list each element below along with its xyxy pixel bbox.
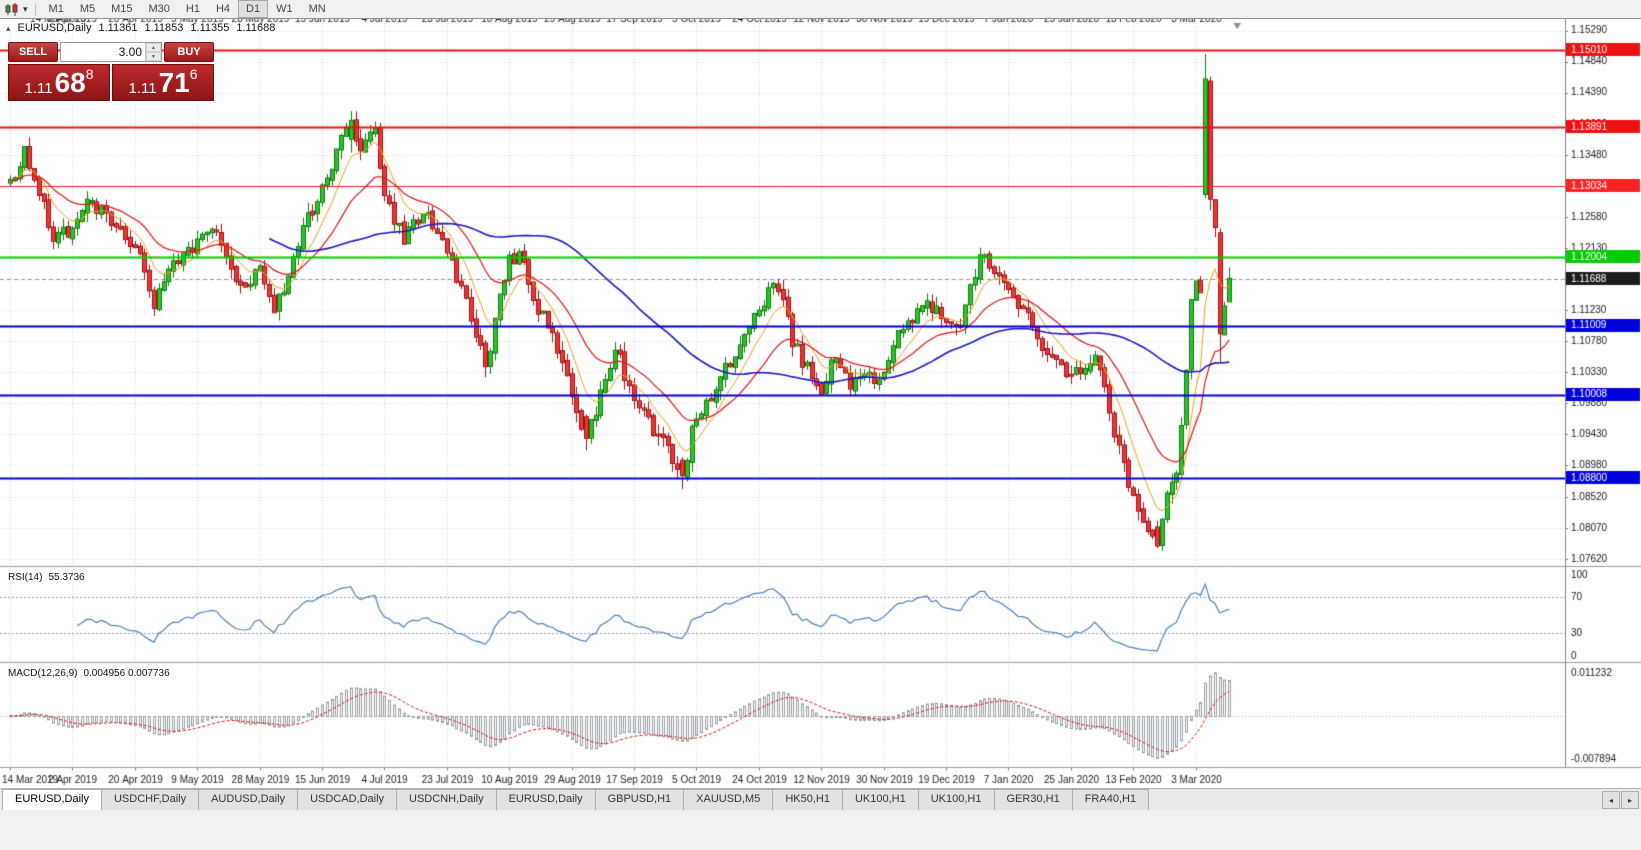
chart-window: ▴ EURUSD,Daily 1.11361 1.11853 1.11355 1… bbox=[0, 18, 1641, 789]
timeframe-button[interactable]: H1 bbox=[178, 0, 208, 18]
chart-tab[interactable]: UK100,H1 bbox=[917, 789, 995, 810]
chart-tab[interactable]: GBPUSD,H1 bbox=[594, 789, 685, 810]
volume-increase-button[interactable]: ▲ bbox=[146, 43, 161, 52]
buy-price-prefix: 1.11 bbox=[128, 80, 157, 97]
collapse-trade-panel-icon[interactable]: ▴ bbox=[6, 22, 11, 33]
tabs-scroll-controls: ◂ ▸ bbox=[1602, 791, 1639, 809]
sell-price-fraction: 8 bbox=[85, 66, 94, 82]
ohlc-low: 1.11355 bbox=[190, 22, 230, 34]
timeframe-button[interactable]: W1 bbox=[268, 0, 301, 18]
chart-tabs: EURUSD,Daily USDCHF,Daily AUDUSD,Daily USDC… bbox=[2, 789, 1150, 810]
chart-tab[interactable]: HK50,H1 bbox=[772, 789, 843, 810]
toolbar-separator bbox=[34, 2, 36, 16]
chart-tab[interactable]: UK100,H1 bbox=[841, 789, 919, 810]
status-bar-area bbox=[0, 810, 1641, 850]
chart-type-icon[interactable] bbox=[5, 2, 19, 16]
rsi-indicator-label: RSI(14) 55.3736 bbox=[8, 572, 85, 583]
macd-values: 0.004956 0.007736 bbox=[83, 668, 170, 679]
chart-tab[interactable]: EURUSD,Daily bbox=[495, 789, 596, 810]
sell-price-display[interactable]: 1.11 68 8 bbox=[8, 64, 110, 101]
buy-price-display[interactable]: 1.11 71 6 bbox=[112, 64, 214, 101]
timeframe-button[interactable]: M5 bbox=[72, 0, 103, 18]
chart-tab[interactable]: FRA40,H1 bbox=[1071, 789, 1150, 810]
ohlc-close: 1.11688 bbox=[236, 22, 276, 34]
timeframe-button[interactable]: M1 bbox=[41, 0, 72, 18]
timeframe-button[interactable]: M15 bbox=[103, 0, 140, 18]
volume-spinner: ▲ ▼ bbox=[145, 43, 161, 61]
ohlc-open: 1.11361 bbox=[98, 22, 138, 34]
timeframe-button[interactable]: H4 bbox=[208, 0, 238, 18]
chart-tab[interactable]: AUDUSD,Daily bbox=[198, 789, 299, 810]
chart-tab[interactable]: XAUUSD,M5 bbox=[683, 789, 774, 810]
rsi-value: 55.3736 bbox=[48, 572, 85, 583]
macd-name: MACD(12,26,9) bbox=[8, 668, 78, 679]
one-click-trading-panel: SELL ▲ ▼ BUY 1.11 68 8 1.11 bbox=[8, 42, 214, 101]
chart-header: ▴ EURUSD,Daily 1.11361 1.11853 1.11355 1… bbox=[6, 22, 275, 34]
chart-tab[interactable]: GER30,H1 bbox=[993, 789, 1073, 810]
top-toolbar: ▾ M1 M5 M15 M30 H1 H4 D1 W1 MN bbox=[0, 0, 1641, 18]
chart-canvas[interactable] bbox=[0, 19, 1641, 789]
timeframe-button[interactable]: M30 bbox=[141, 0, 178, 18]
buy-button[interactable]: BUY bbox=[164, 42, 214, 62]
tabs-scroll-right-button[interactable]: ▸ bbox=[1621, 791, 1639, 809]
volume-input[interactable] bbox=[61, 43, 145, 61]
chart-tab[interactable]: USDCAD,Daily bbox=[297, 789, 398, 810]
dropdown-caret-icon[interactable]: ▾ bbox=[23, 3, 28, 14]
sell-price-prefix: 1.11 bbox=[24, 80, 53, 97]
buy-price-fraction: 6 bbox=[189, 66, 198, 82]
ohlc-high: 1.11853 bbox=[144, 22, 184, 34]
timeframe-button[interactable]: D1 bbox=[238, 0, 269, 18]
timeframe-button[interactable]: MN bbox=[301, 0, 334, 18]
volume-control: ▲ ▼ bbox=[60, 42, 162, 62]
volume-decrease-button[interactable]: ▼ bbox=[146, 52, 161, 61]
sell-button[interactable]: SELL bbox=[8, 42, 58, 62]
chart-tab[interactable]: USDCNH,Daily bbox=[396, 789, 497, 810]
chart-symbol-label: EURUSD,Daily bbox=[17, 22, 92, 34]
chart-tab[interactable]: USDCHF,Daily bbox=[100, 789, 200, 810]
timeframe-buttons: M1 M5 M15 M30 H1 H4 D1 W1 MN bbox=[41, 0, 334, 18]
rsi-name: RSI(14) bbox=[8, 572, 43, 583]
tabs-scroll-left-button[interactable]: ◂ bbox=[1602, 791, 1620, 809]
buy-price-pips: 71 bbox=[158, 67, 190, 98]
chart-tab[interactable]: EURUSD,Daily bbox=[2, 789, 102, 810]
sell-price-pips: 68 bbox=[54, 67, 86, 98]
macd-indicator-label: MACD(12,26,9) 0.004956 0.007736 bbox=[8, 668, 170, 679]
chart-tabs-bar: EURUSD,Daily USDCHF,Daily AUDUSD,Daily USDC… bbox=[0, 788, 1641, 810]
